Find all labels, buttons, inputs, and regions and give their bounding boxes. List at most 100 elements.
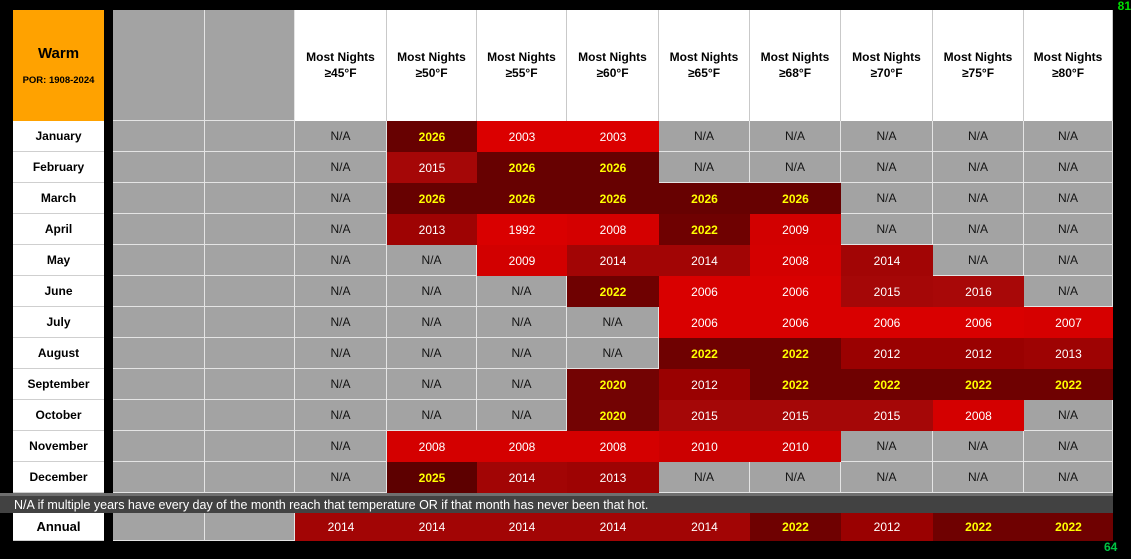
- cell-annual-80f[interactable]: 2022: [1024, 513, 1113, 541]
- filler-cell[interactable]: [205, 214, 295, 245]
- cell-july-68f[interactable]: 2006: [750, 307, 841, 338]
- cell-october-65f[interactable]: 2015: [659, 400, 750, 431]
- cell-june-55f[interactable]: N/A: [477, 276, 567, 307]
- cell-march-60f[interactable]: 2026: [567, 183, 659, 214]
- cell-january-65f[interactable]: N/A: [659, 121, 750, 152]
- filler-cell[interactable]: [205, 152, 295, 183]
- cell-july-60f[interactable]: N/A: [567, 307, 659, 338]
- cell-june-65f[interactable]: 2006: [659, 276, 750, 307]
- cell-december-65f[interactable]: N/A: [659, 462, 750, 493]
- cell-january-80f[interactable]: N/A: [1024, 121, 1113, 152]
- filler-cell[interactable]: [113, 121, 205, 152]
- cell-october-68f[interactable]: 2015: [750, 400, 841, 431]
- cell-january-55f[interactable]: 2003: [477, 121, 567, 152]
- cell-january-75f[interactable]: N/A: [933, 121, 1024, 152]
- filler-cell[interactable]: [113, 152, 205, 183]
- cell-july-70f[interactable]: 2006: [841, 307, 933, 338]
- cell-august-65f[interactable]: 2022: [659, 338, 750, 369]
- filler-cell[interactable]: [205, 462, 295, 493]
- cell-october-55f[interactable]: N/A: [477, 400, 567, 431]
- cell-august-55f[interactable]: N/A: [477, 338, 567, 369]
- cell-april-50f[interactable]: 2013: [387, 214, 477, 245]
- cell-september-60f[interactable]: 2020: [567, 369, 659, 400]
- cell-june-50f[interactable]: N/A: [387, 276, 477, 307]
- cell-september-70f[interactable]: 2022: [841, 369, 933, 400]
- cell-january-60f[interactable]: 2003: [567, 121, 659, 152]
- column-header-68f[interactable]: Most Nights ≥68°F: [750, 10, 841, 121]
- cell-august-45f[interactable]: N/A: [295, 338, 387, 369]
- cell-february-70f[interactable]: N/A: [841, 152, 933, 183]
- row-label-august[interactable]: August: [13, 338, 104, 369]
- cell-june-68f[interactable]: 2006: [750, 276, 841, 307]
- filler-cell[interactable]: [205, 431, 295, 462]
- column-header-70f[interactable]: Most Nights ≥70°F: [841, 10, 933, 121]
- cell-december-45f[interactable]: N/A: [295, 462, 387, 493]
- cell-september-55f[interactable]: N/A: [477, 369, 567, 400]
- cell-october-75f[interactable]: 2008: [933, 400, 1024, 431]
- filler-cell[interactable]: [113, 307, 205, 338]
- cell-september-50f[interactable]: N/A: [387, 369, 477, 400]
- column-header-50f[interactable]: Most Nights ≥50°F: [387, 10, 477, 121]
- cell-november-50f[interactable]: 2008: [387, 431, 477, 462]
- row-label-september[interactable]: September: [13, 369, 104, 400]
- cell-february-55f[interactable]: 2026: [477, 152, 567, 183]
- filler-cell[interactable]: [113, 245, 205, 276]
- cell-june-45f[interactable]: N/A: [295, 276, 387, 307]
- cell-october-50f[interactable]: N/A: [387, 400, 477, 431]
- column-header-65f[interactable]: Most Nights ≥65°F: [659, 10, 750, 121]
- cell-annual-60f[interactable]: 2014: [567, 513, 659, 541]
- cell-may-75f[interactable]: N/A: [933, 245, 1024, 276]
- cell-annual-68f[interactable]: 2022: [750, 513, 841, 541]
- cell-august-60f[interactable]: N/A: [567, 338, 659, 369]
- row-label-july[interactable]: July: [13, 307, 104, 338]
- row-label-annual[interactable]: Annual: [13, 513, 104, 541]
- cell-annual-65f[interactable]: 2014: [659, 513, 750, 541]
- cell-march-80f[interactable]: N/A: [1024, 183, 1113, 214]
- cell-annual-50f[interactable]: 2014: [387, 513, 477, 541]
- cell-june-70f[interactable]: 2015: [841, 276, 933, 307]
- cell-july-50f[interactable]: N/A: [387, 307, 477, 338]
- cell-july-75f[interactable]: 2006: [933, 307, 1024, 338]
- cell-january-68f[interactable]: N/A: [750, 121, 841, 152]
- column-header-55f[interactable]: Most Nights ≥55°F: [477, 10, 567, 121]
- filler-cell[interactable]: [113, 10, 205, 121]
- cell-may-60f[interactable]: 2014: [567, 245, 659, 276]
- filler-cell[interactable]: [205, 338, 295, 369]
- cell-october-60f[interactable]: 2020: [567, 400, 659, 431]
- cell-october-70f[interactable]: 2015: [841, 400, 933, 431]
- cell-february-68f[interactable]: N/A: [750, 152, 841, 183]
- cell-november-70f[interactable]: N/A: [841, 431, 933, 462]
- cell-november-60f[interactable]: 2008: [567, 431, 659, 462]
- filler-cell[interactable]: [205, 121, 295, 152]
- cell-may-70f[interactable]: 2014: [841, 245, 933, 276]
- row-label-january[interactable]: January: [13, 121, 104, 152]
- row-label-may[interactable]: May: [13, 245, 104, 276]
- cell-may-68f[interactable]: 2008: [750, 245, 841, 276]
- cell-may-65f[interactable]: 2014: [659, 245, 750, 276]
- cell-april-55f[interactable]: 1992: [477, 214, 567, 245]
- cell-july-55f[interactable]: N/A: [477, 307, 567, 338]
- column-header-60f[interactable]: Most Nights ≥60°F: [567, 10, 659, 121]
- row-label-october[interactable]: October: [13, 400, 104, 431]
- cell-march-50f[interactable]: 2026: [387, 183, 477, 214]
- cell-december-55f[interactable]: 2014: [477, 462, 567, 493]
- cell-annual-45f[interactable]: 2014: [295, 513, 387, 541]
- cell-june-60f[interactable]: 2022: [567, 276, 659, 307]
- cell-march-75f[interactable]: N/A: [933, 183, 1024, 214]
- cell-june-80f[interactable]: N/A: [1024, 276, 1113, 307]
- cell-annual-75f[interactable]: 2022: [933, 513, 1024, 541]
- cell-february-50f[interactable]: 2015: [387, 152, 477, 183]
- cell-september-80f[interactable]: 2022: [1024, 369, 1113, 400]
- cell-april-70f[interactable]: N/A: [841, 214, 933, 245]
- filler-cell[interactable]: [113, 462, 205, 493]
- filler-cell[interactable]: [205, 245, 295, 276]
- cell-december-60f[interactable]: 2013: [567, 462, 659, 493]
- cell-annual-55f[interactable]: 2014: [477, 513, 567, 541]
- filler-cell[interactable]: [205, 307, 295, 338]
- filler-cell[interactable]: [113, 338, 205, 369]
- filler-cell[interactable]: [113, 400, 205, 431]
- column-header-80f[interactable]: Most Nights ≥80°F: [1024, 10, 1113, 121]
- cell-december-50f[interactable]: 2025: [387, 462, 477, 493]
- cell-september-68f[interactable]: 2022: [750, 369, 841, 400]
- cell-april-68f[interactable]: 2009: [750, 214, 841, 245]
